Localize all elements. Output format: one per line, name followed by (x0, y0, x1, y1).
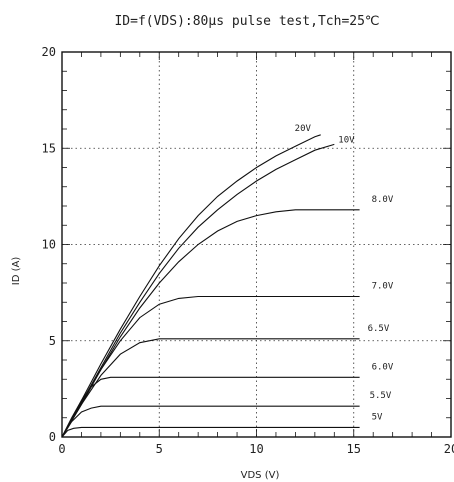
x-tick-label: 20 (444, 442, 454, 456)
curve-layer (61, 134, 360, 438)
minor-tick-layer (62, 52, 451, 437)
plot-frame (61, 51, 452, 438)
series-label-8.0V: 8.0V (372, 195, 394, 205)
series-line-7.0V (61, 295, 360, 438)
series-label-5.5V: 5.5V (370, 391, 392, 401)
series-line-5V (61, 426, 360, 438)
y-tick-label: 20 (42, 45, 56, 59)
series-label-7.0V: 7.0V (372, 281, 394, 291)
series-label-10V: 10V (338, 135, 355, 145)
series-label-layer: 20V 10V 8.0V 7.0V 6.5V 6.0V 5.5V 5V (295, 124, 394, 423)
y-axis-label: ID (A) (11, 257, 22, 286)
x-tick-label: 15 (347, 442, 361, 456)
series-line-10V (61, 143, 335, 438)
series-label-6.5V: 6.5V (368, 324, 390, 334)
series-line-5.5V (61, 405, 360, 438)
x-tick-label: 0 (58, 442, 65, 456)
series-line-6.5V (61, 338, 360, 438)
y-tick-label-layer: 0 5 10 15 20 (42, 45, 56, 444)
series-line-6.0V (61, 376, 360, 438)
x-tick-label: 5 (156, 442, 163, 456)
series-label-6.0V: 6.0V (372, 362, 394, 372)
y-tick-label: 10 (42, 238, 56, 252)
series-line-20V (61, 134, 321, 438)
x-axis-label: VDS (V) (241, 470, 280, 481)
y-tick-label: 15 (42, 141, 56, 155)
x-tick-label-layer: 0 5 10 15 20 (58, 442, 454, 456)
y-tick-label: 5 (49, 334, 56, 348)
y-tick-label: 0 (49, 430, 56, 444)
grid-layer (62, 52, 451, 437)
series-line-8.0V (61, 209, 360, 438)
series-label-20V: 20V (295, 124, 312, 134)
x-tick-label: 10 (249, 442, 263, 456)
series-label-5V: 5V (372, 412, 383, 422)
chart-title: ID=f(VDS):80μs pulse test,Tch=25℃ (114, 14, 379, 29)
